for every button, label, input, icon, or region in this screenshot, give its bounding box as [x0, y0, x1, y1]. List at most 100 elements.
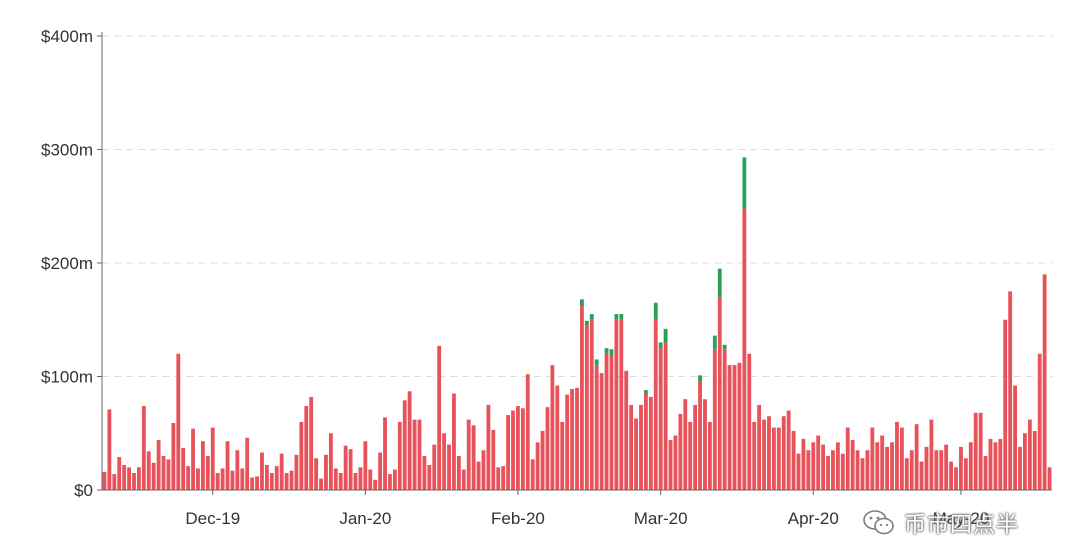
bar-segment	[658, 342, 663, 349]
bar-segment	[255, 476, 259, 490]
bar-segment	[481, 450, 486, 490]
bar-segment	[963, 458, 968, 490]
bar-segment	[870, 427, 875, 490]
bar-segment	[1018, 446, 1022, 490]
bar-segment	[520, 408, 525, 490]
bar-segment	[658, 348, 663, 491]
bar-segment	[1037, 353, 1042, 490]
x-tick-label: Apr-20	[788, 509, 839, 528]
bar-segment	[914, 424, 919, 490]
bar-segment	[949, 461, 954, 491]
bar-segment	[250, 477, 255, 490]
bar-segment	[225, 441, 230, 490]
bar-segment	[575, 387, 579, 490]
bar-segment	[860, 458, 865, 490]
bar-segment	[338, 472, 343, 490]
bar-segment	[161, 455, 166, 490]
x-tick-label: Mar-20	[634, 509, 688, 528]
bar-segment	[412, 419, 417, 490]
bar-segment	[127, 467, 131, 490]
bar-segment	[599, 373, 604, 490]
bar-segment	[604, 353, 609, 490]
bar-segment	[1013, 385, 1017, 490]
bar-segment	[796, 453, 801, 490]
bar-segment	[314, 458, 319, 490]
bar-segment	[885, 446, 890, 490]
bar-segment	[196, 468, 200, 490]
bar-segment	[205, 455, 210, 490]
bar-segment	[895, 421, 899, 490]
bar-segment	[550, 365, 555, 490]
bar-segment	[594, 365, 599, 490]
bar-segment	[589, 314, 594, 320]
bar-segment	[427, 465, 432, 490]
bar-segment	[442, 433, 447, 490]
bar-segment	[890, 442, 894, 490]
bar-segment	[496, 467, 501, 490]
bar-segment	[378, 452, 383, 490]
bar-segment	[939, 450, 944, 490]
bar-segment	[132, 472, 136, 490]
bar-segment	[166, 459, 171, 490]
bar-segment	[274, 466, 279, 490]
bar-segment	[417, 419, 422, 490]
bar-segment	[324, 454, 328, 490]
bar-segment	[609, 356, 614, 490]
bar-segment	[373, 479, 378, 490]
y-tick-label: $300m	[41, 141, 93, 160]
bar-segment	[555, 385, 560, 490]
bar-segment	[707, 421, 712, 490]
y-axis-ticks: $0 $100m $200m $300m $400m	[41, 27, 102, 500]
bar-segment	[609, 349, 614, 357]
bar-segment	[663, 342, 668, 490]
bar-segment	[501, 466, 506, 490]
bar-segment	[959, 446, 963, 490]
bar-segment	[235, 450, 240, 490]
axes	[101, 32, 1052, 491]
bar-segment	[781, 416, 786, 490]
bar-segment	[491, 429, 496, 490]
bar-segment	[835, 442, 840, 490]
bar-segment	[604, 348, 609, 354]
bar-series	[102, 157, 1052, 491]
bar-segment	[289, 470, 294, 490]
bar-segment	[363, 441, 368, 490]
bar-segment	[968, 442, 973, 490]
bar-segment	[186, 466, 191, 490]
bar-segment	[717, 268, 722, 298]
bar-segment	[648, 396, 653, 490]
bar-segment	[757, 404, 762, 491]
bar-segment	[643, 393, 648, 490]
bar-segment	[580, 299, 584, 307]
bar-segment	[653, 302, 658, 320]
bar-segment	[816, 435, 821, 490]
bar-segment	[944, 444, 949, 490]
bar-segment	[624, 370, 629, 490]
bar-segment	[461, 469, 466, 490]
bar-segment	[614, 319, 619, 490]
bar-segment	[151, 462, 156, 490]
bar-segment	[383, 417, 387, 490]
bar-segment	[437, 345, 442, 490]
bar-segment	[264, 465, 269, 490]
bar-segment	[1032, 430, 1037, 490]
y-tick-label: $100m	[41, 368, 93, 387]
bar-segment	[422, 455, 427, 490]
bar-segment	[643, 390, 648, 394]
bar-segment	[294, 454, 299, 490]
bar-segment	[535, 442, 540, 490]
bar-segment	[614, 314, 619, 320]
bar-segment	[983, 455, 988, 490]
bar-segment	[919, 461, 924, 491]
bar-segment	[771, 427, 776, 490]
bar-segment	[245, 437, 250, 490]
bar-segment	[678, 413, 683, 490]
bar-segment	[565, 394, 570, 490]
bar-segment	[511, 410, 515, 490]
bar-segment	[634, 418, 638, 490]
bar-segment	[865, 450, 870, 490]
bar-segment	[181, 448, 186, 490]
bar-segment	[712, 349, 717, 490]
bar-segment	[653, 319, 658, 490]
